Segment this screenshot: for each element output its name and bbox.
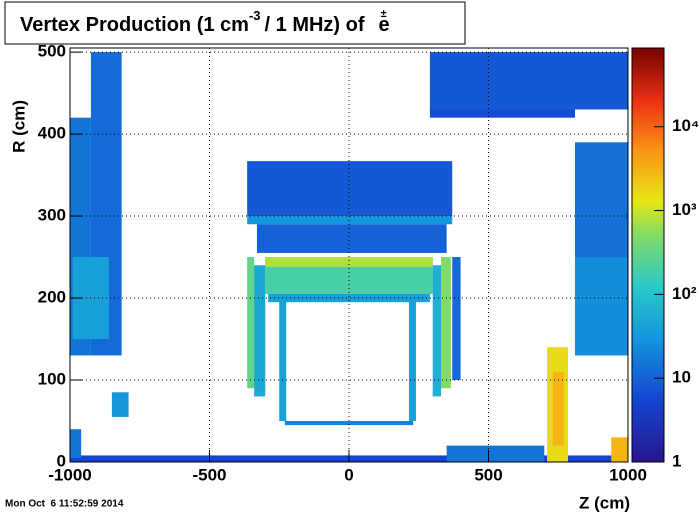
x-tick-label: 0 <box>344 465 353 484</box>
y-tick-label: 500 <box>38 42 66 61</box>
heat-cell <box>284 421 414 426</box>
z-tick-label: 10⁴ <box>672 116 699 135</box>
heat-cell <box>247 216 453 225</box>
heat-cell <box>247 161 453 217</box>
heat-cell <box>552 371 564 446</box>
y-tick-label: 100 <box>38 370 66 389</box>
heat-cell <box>452 257 461 381</box>
timestamp: Mon Oct 6 11:52:59 2014 <box>5 499 124 510</box>
heat-cell <box>429 52 628 110</box>
heat-cell <box>268 293 430 303</box>
x-axis-label: Z (cm) <box>579 493 630 512</box>
y-tick-label: 0 <box>57 451 66 470</box>
y-tick-label: 400 <box>38 124 66 143</box>
z-tick-label: 10² <box>672 284 697 303</box>
particle: e <box>379 14 390 36</box>
x-tick-label: -1000 <box>48 465 91 484</box>
title-text: Vertex Production (1 cm <box>20 14 249 36</box>
heat-cell <box>70 429 82 458</box>
z-tick-label: 10³ <box>672 200 697 219</box>
heat-cell <box>432 265 442 397</box>
plot-frame <box>69 47 629 463</box>
y-axis-label: R (cm) <box>9 100 28 153</box>
heat-cell <box>441 257 451 389</box>
title-box <box>4 1 466 45</box>
heat-cell <box>279 298 287 422</box>
y-tick-label: 300 <box>38 206 66 225</box>
z-tick-label: 1 <box>672 451 681 470</box>
heat-cell <box>265 257 433 267</box>
z-tick-label: 10 <box>672 368 691 387</box>
heat-cell <box>574 257 628 356</box>
x-tick-label: -500 <box>192 465 226 484</box>
y-tick-label: 200 <box>38 288 66 307</box>
title-sup: -3 <box>249 8 261 23</box>
x-tick-label: 1000 <box>609 465 647 484</box>
particle-sup: ± <box>381 8 387 20</box>
title-cont: / 1 MHz) of <box>265 14 365 36</box>
heat-cell <box>408 298 416 422</box>
heat-cell <box>254 265 266 397</box>
heat-cell <box>247 257 255 389</box>
chart-title: Vertex Production (1 cm-3 / 1 MHz) of e± <box>20 8 390 36</box>
heat-cell <box>256 224 447 253</box>
heat-cell <box>611 437 628 462</box>
heat-cell <box>446 445 545 462</box>
x-tick-label: 500 <box>474 465 502 484</box>
colorbar <box>631 47 665 463</box>
heat-cell <box>429 109 575 118</box>
heat-cell <box>111 392 129 417</box>
